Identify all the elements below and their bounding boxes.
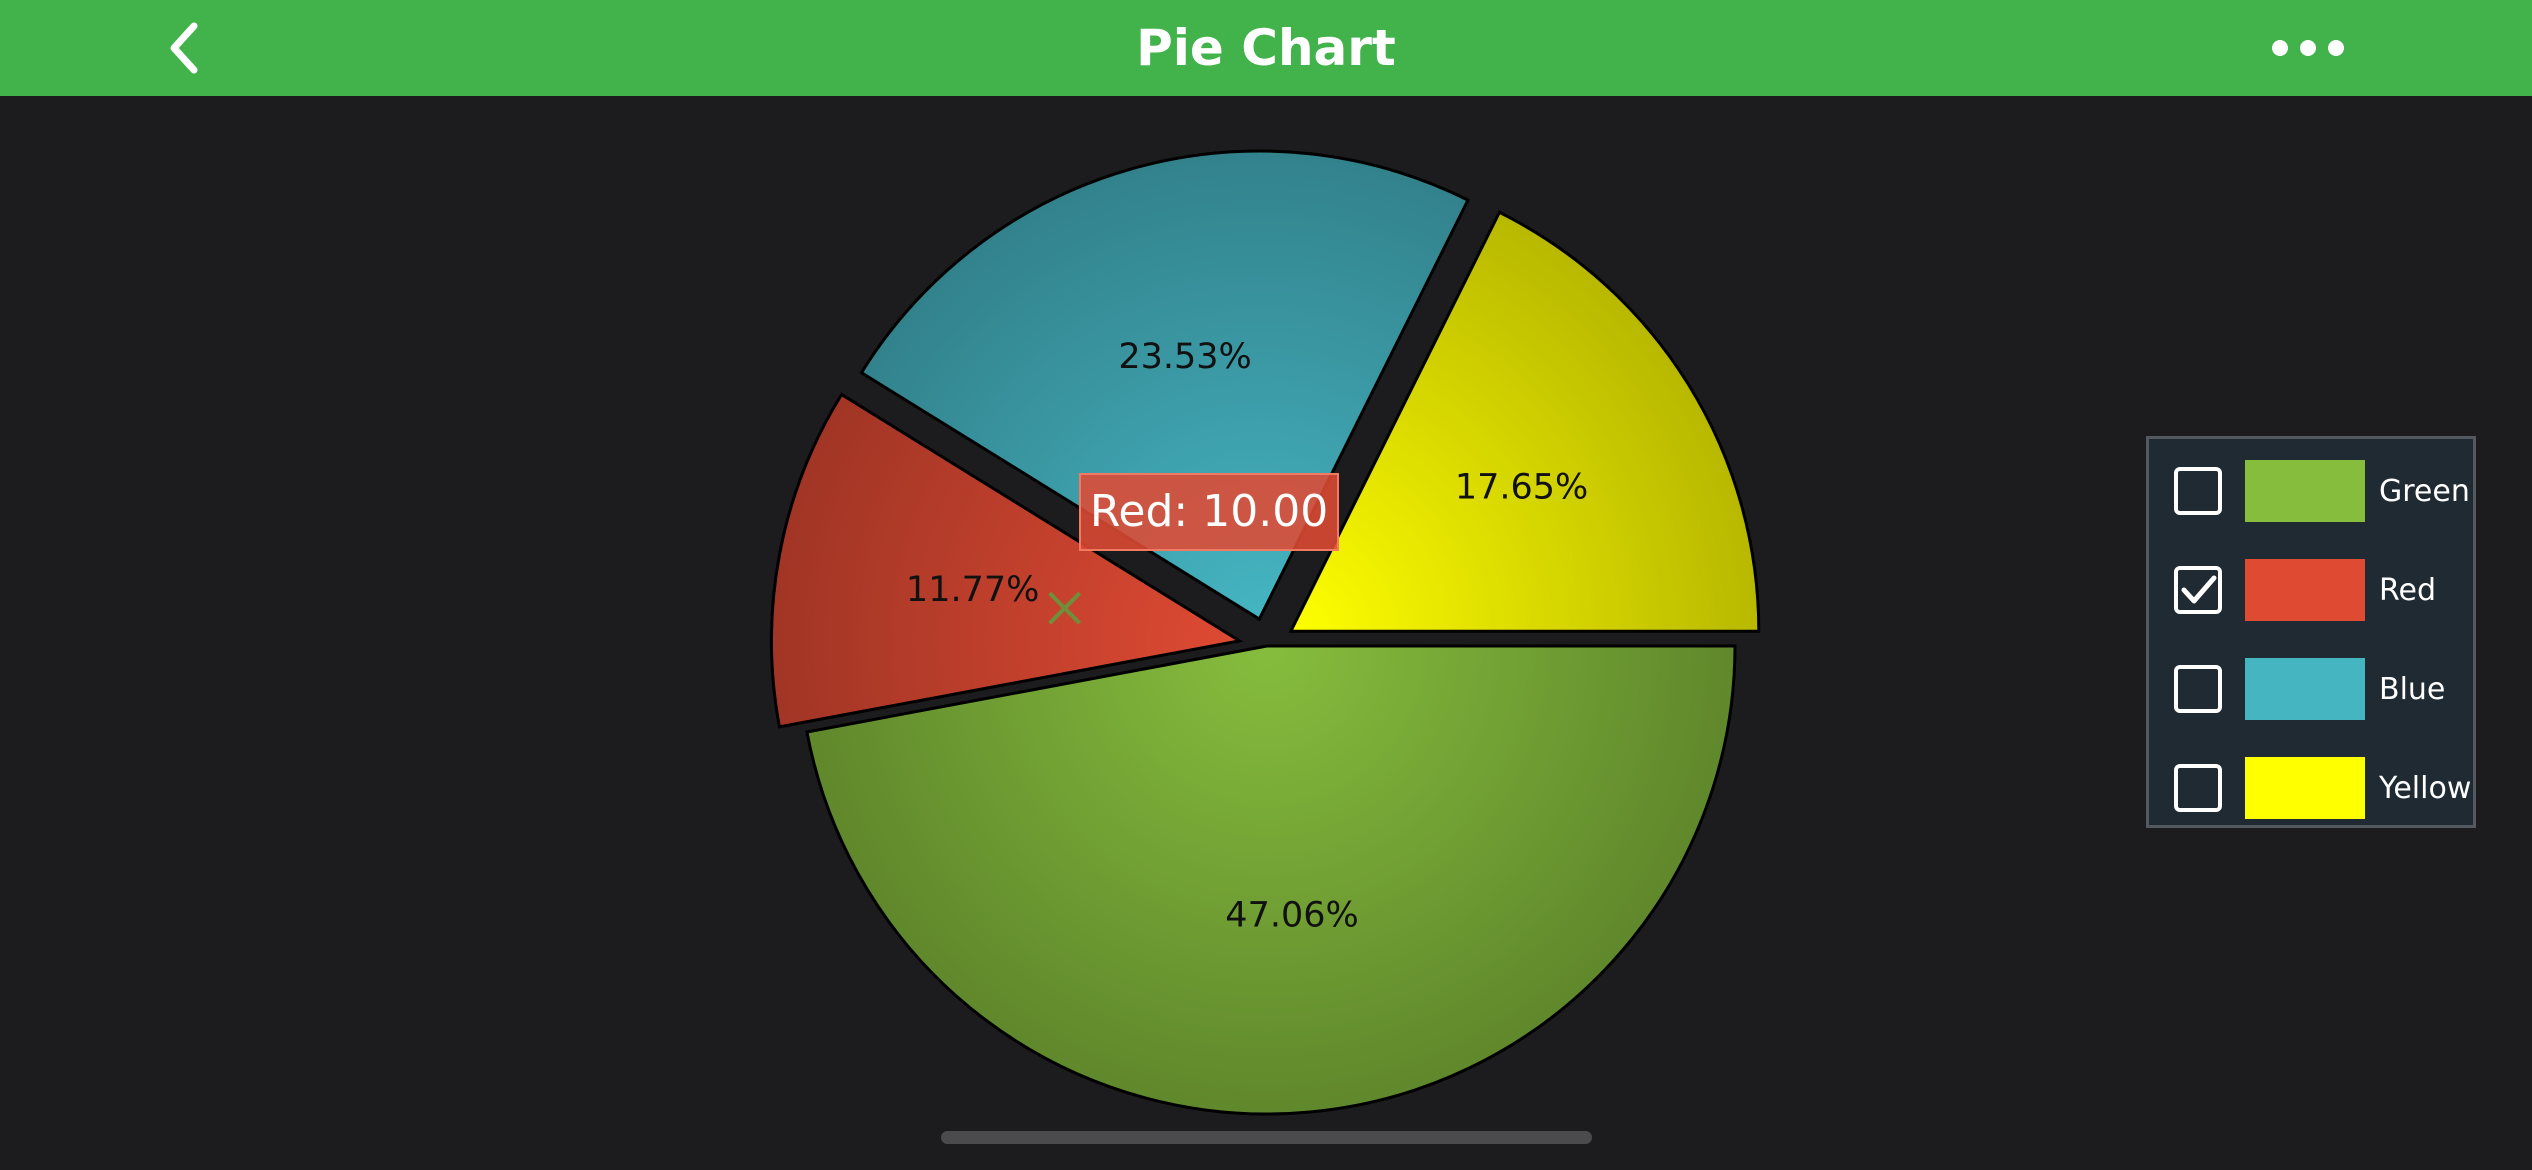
legend-item-red[interactable]: Red xyxy=(2149,541,2473,639)
legend-swatch xyxy=(2245,658,2365,720)
tooltip-box xyxy=(1079,473,1339,551)
slice-label-green: 47.06% xyxy=(1225,895,1358,935)
ellipsis-horizontal-icon xyxy=(2272,40,2344,56)
legend-item-yellow[interactable]: Yellow xyxy=(2149,739,2473,837)
legend-swatch xyxy=(2245,460,2365,522)
slice-label-red: 11.77% xyxy=(906,570,1039,610)
legend-swatch xyxy=(2245,559,2365,621)
pie-chart: 47.06% 11.77% 23.53% 17.65% Red: 10.00 xyxy=(769,149,1761,1116)
slice-label-yellow: 17.65% xyxy=(1455,467,1588,507)
legend-item-green[interactable]: Green xyxy=(2149,442,2473,540)
legend-label: Yellow xyxy=(2379,770,2472,806)
pie-slice-red[interactable] xyxy=(769,392,1244,729)
slice-label-blue: 23.53% xyxy=(1118,337,1251,377)
legend-label: Red xyxy=(2379,572,2436,608)
back-button[interactable] xyxy=(150,14,218,82)
checkbox-icon[interactable] xyxy=(2173,763,2223,813)
chart-legend: Green Red Blue Yellow xyxy=(2146,436,2476,828)
hover-marker-icon xyxy=(1048,591,1082,625)
legend-label: Green xyxy=(2379,473,2470,509)
more-options-button[interactable] xyxy=(2260,18,2356,78)
checkbox-checked-icon[interactable] xyxy=(2173,565,2223,615)
home-indicator[interactable] xyxy=(941,1131,1592,1144)
legend-label: Blue xyxy=(2379,671,2446,707)
app-header: Pie Chart xyxy=(0,0,2532,96)
checkbox-icon[interactable] xyxy=(2173,664,2223,714)
page-title: Pie Chart xyxy=(1136,19,1396,77)
pie-slice-yellow[interactable] xyxy=(1288,210,1761,633)
pie-slice-green[interactable] xyxy=(805,644,1737,1116)
legend-item-blue[interactable]: Blue xyxy=(2149,640,2473,738)
legend-swatch xyxy=(2245,757,2365,819)
checkbox-icon[interactable] xyxy=(2173,466,2223,516)
chevron-left-icon xyxy=(170,22,198,74)
tooltip-text: Red: 10.00 xyxy=(1090,486,1328,537)
